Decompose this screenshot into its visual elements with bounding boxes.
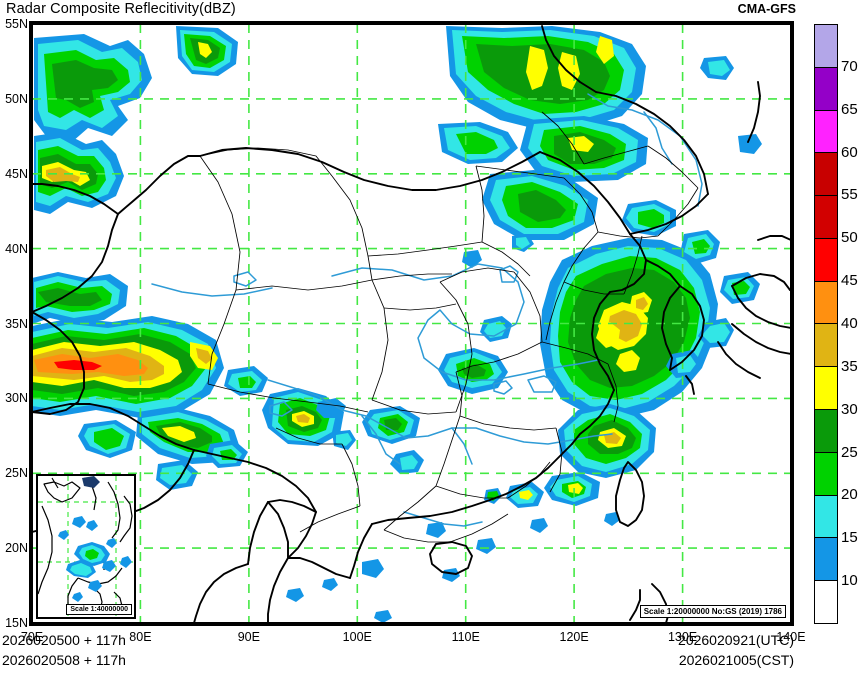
valid-time-utc: 2026020921(UTC) (678, 632, 794, 648)
colorbar-tick-50: 50 (841, 229, 858, 247)
radar-echo-northwest (34, 26, 238, 214)
radar-echo-east-main (540, 200, 760, 478)
lon-tick-140E: 140E (776, 630, 806, 644)
colorbar-band-50-55 (815, 195, 837, 238)
lat-tick-20N: 20N (5, 541, 28, 556)
lat-tick-30N: 30N (5, 391, 28, 406)
lat-tick-15N: 15N (5, 616, 28, 630)
lon-tick-70E: 70E (20, 630, 44, 644)
colorbar-tick-65: 65 (841, 100, 858, 118)
colorbar[interactable]: 70 65 60 55 50 45 40 35 30 25 20 15 10 (814, 24, 860, 634)
inset-graphics (38, 476, 134, 617)
lat-tick-25N: 25N (5, 466, 28, 481)
colorbar-tick-30: 30 (841, 400, 858, 418)
page-title: Radar Composite Reflecitivity(dBZ) (6, 1, 236, 17)
radar-echo-plateau (88, 366, 420, 506)
inset-radar-echoes (58, 476, 132, 602)
init-time-line1: 2026020500 + 117h (2, 632, 126, 648)
radar-echo-central-china (390, 316, 512, 474)
colorbar-band-70-75 (815, 25, 837, 67)
colorbar-band-10-15 (815, 537, 837, 581)
map-rivers (151, 93, 703, 527)
map-gridlines (32, 24, 791, 623)
model-tag: CMA-GFS (737, 2, 796, 16)
colorbar-band-65-70 (815, 66, 837, 110)
lon-tick-110E: 110E (451, 630, 480, 644)
colorbar-tick-20: 20 (841, 486, 858, 504)
lon-tick-100E: 100E (342, 630, 372, 644)
colorbar-tick-25: 25 (841, 443, 858, 461)
lon-tick-80E: 80E (129, 630, 152, 644)
colorbar-band-35-40 (815, 323, 837, 367)
map-national-borders (32, 25, 791, 623)
lon-tick-120E: 120E (559, 630, 589, 644)
colorbar-band-45-50 (815, 237, 837, 281)
colorbar-tick-55: 55 (841, 186, 858, 204)
colorbar-tick-60: 60 (841, 143, 858, 161)
valid-time-cst: 2026021005(CST) (678, 652, 794, 668)
colorbar-band-25-30 (815, 409, 837, 452)
colorbar-tick-70: 70 (841, 57, 858, 75)
colorbar-band-20-25 (815, 451, 837, 495)
lat-tick-55N: 55N (5, 17, 28, 31)
colorbar-band-30-35 (815, 366, 837, 410)
init-time-line2: 2026020508 + 117h (2, 652, 126, 668)
colorbar-tick-40: 40 (841, 315, 858, 332)
lat-tick-35N: 35N (5, 316, 28, 331)
lat-tick-40N: 40N (5, 241, 28, 256)
colorbar-tick-45: 45 (841, 272, 858, 290)
map-canvas[interactable]: Scale 1:40000000 Scale 1:20000000 No:GS … (29, 21, 794, 626)
radar-echo-north-central (438, 26, 762, 268)
colorbar-band-15-20 (815, 494, 837, 538)
colorbar-tick-10: 10 (841, 572, 858, 590)
colorbar-band-0-10 (815, 580, 837, 623)
lat-tick-45N: 45N (5, 166, 28, 181)
colorbar-band-55-60 (815, 152, 837, 196)
lat-tick-50N: 50N (5, 91, 28, 106)
colorbar-bands (814, 24, 838, 624)
colorbar-band-40-45 (815, 280, 837, 324)
map-scale-label: Scale 1:20000000 No:GS (2019) 1786 (639, 605, 786, 618)
inset-map-south-china-sea[interactable]: Scale 1:40000000 (36, 474, 136, 619)
colorbar-band-60-65 (815, 109, 837, 153)
colorbar-tick-15: 15 (841, 529, 858, 547)
radar-echo-west-core (32, 272, 240, 464)
lon-tick-130E: 130E (667, 630, 698, 644)
lon-tick-90E: 90E (237, 630, 260, 644)
colorbar-tick-35: 35 (841, 357, 858, 375)
map-graphics (32, 24, 791, 623)
inset-scale-label: Scale 1:40000000 (66, 604, 132, 615)
radar-echo-southeast (286, 472, 620, 623)
